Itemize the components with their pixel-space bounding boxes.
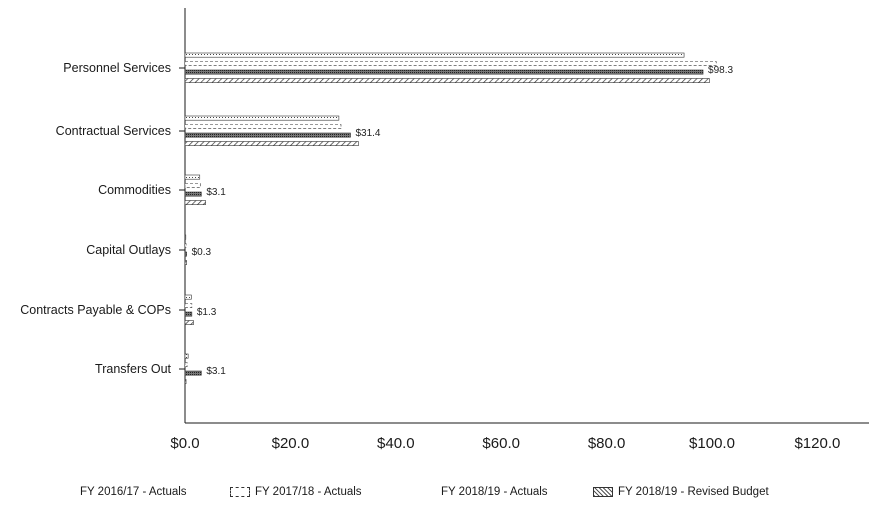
- category-label: Contracts Payable & COPs: [20, 303, 171, 317]
- data-label: $1.3: [197, 307, 217, 318]
- data-label: $98.3: [708, 65, 733, 76]
- bar: [184, 234, 187, 240]
- data-label: $31.4: [355, 128, 380, 139]
- data-label: $0.3: [192, 247, 212, 258]
- bar: [184, 174, 201, 180]
- legend-label: FY 2018/19 - Actuals: [441, 486, 548, 498]
- legend: FY 2016/17 - Actuals FY 2017/18 - Actual…: [0, 486, 869, 504]
- category-label: Transfers Out: [95, 362, 171, 376]
- bar: [184, 251, 187, 257]
- x-tick-label: $0.0: [170, 435, 199, 452]
- bar: [184, 141, 359, 146]
- category-label: Commodities: [98, 183, 171, 197]
- legend-label: FY 2018/19 - Revised Budget: [618, 486, 769, 498]
- category-label: Personnel Services: [63, 61, 171, 75]
- x-tick-label: $20.0: [272, 435, 310, 452]
- x-tick-label: $100.0: [689, 435, 735, 452]
- bar: [184, 115, 340, 121]
- bar: [184, 370, 202, 376]
- legend-swatch: [593, 487, 613, 497]
- bar: [184, 132, 351, 138]
- bar: [184, 243, 187, 248]
- bar: [184, 362, 188, 367]
- bar: [184, 78, 710, 83]
- legend-label: FY 2017/18 - Actuals: [255, 486, 362, 498]
- bar: [184, 379, 187, 384]
- bar: [184, 124, 342, 129]
- bar: [184, 260, 187, 265]
- y-axis: Personnel Services Contractual Services Co…: [20, 8, 186, 423]
- legend-swatch: [230, 487, 250, 497]
- x-tick-label: $80.0: [588, 435, 626, 452]
- category-label: Capital Outlays: [86, 243, 171, 257]
- x-tick-label: $120.0: [794, 435, 840, 452]
- x-tick-label: $60.0: [482, 435, 520, 452]
- data-label: $3.1: [206, 187, 226, 198]
- bar: [184, 191, 202, 197]
- bar: [184, 320, 194, 325]
- legend-item-fy2016-17-actuals: FY 2016/17 - Actuals: [80, 486, 192, 498]
- legend-label: FY 2016/17 - Actuals: [80, 486, 187, 498]
- bar: [184, 311, 193, 317]
- bar: [184, 183, 201, 188]
- bar: [184, 294, 192, 300]
- bar: [184, 52, 685, 58]
- bar: [184, 61, 717, 66]
- data-label: $3.1: [206, 366, 226, 377]
- bar: [184, 200, 206, 205]
- bar: [184, 303, 193, 308]
- bar: [184, 69, 704, 75]
- x-tick-label: $40.0: [377, 435, 415, 452]
- legend-item-fy2017-18-actuals: FY 2017/18 - Actuals: [230, 486, 362, 498]
- legend-item-fy2018-19-revised-budget: FY 2018/19 - Revised Budget: [593, 486, 769, 498]
- data-labels: $98.3 $31.4 $3.1 $0.3 $1.3 $3.1: [192, 65, 734, 377]
- bar: [184, 353, 189, 359]
- legend-item-fy2018-19-actuals: FY 2018/19 - Actuals: [441, 486, 553, 498]
- bars: [184, 52, 717, 384]
- category-label: Contractual Services: [56, 124, 171, 138]
- x-axis: $0.0 $20.0 $40.0 $60.0 $80.0 $100.0 $120.0: [170, 422, 869, 452]
